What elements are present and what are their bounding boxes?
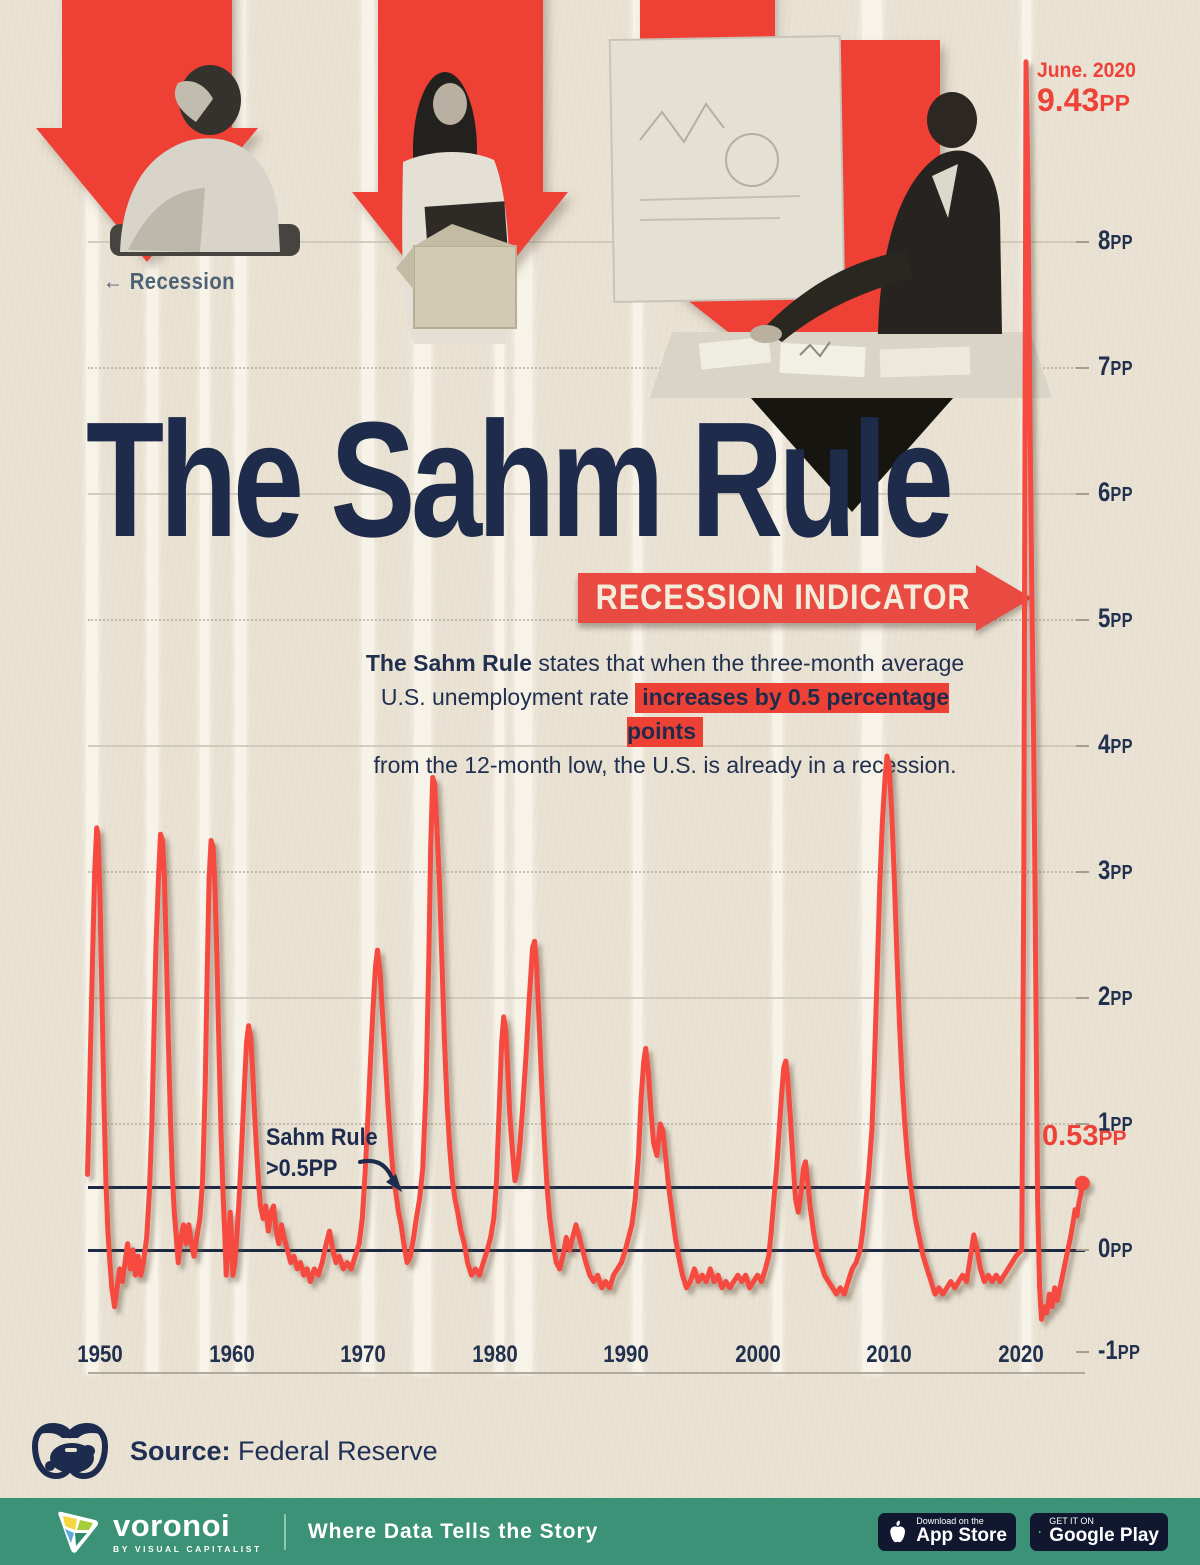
source-value: Federal Reserve	[230, 1435, 438, 1466]
desc-bold-lead: The Sahm Rule	[365, 650, 532, 676]
footer-tagline: Where Data Tells the Story	[307, 1519, 599, 1543]
desc-line1: states that when the three-month average	[532, 650, 965, 676]
footer-bar: voronoi BY VISUAL CAPITALIST Where Data …	[0, 1498, 1200, 1565]
x-axis-label: 1950	[77, 1341, 123, 1368]
threshold-line	[88, 1186, 1085, 1189]
y-axis-tick	[1076, 1351, 1089, 1353]
recession-band	[495, 0, 505, 1373]
binoculars-piggy-icon	[32, 1422, 108, 1480]
x-axis-label: 2010	[866, 1341, 912, 1368]
y-axis-tick	[1076, 619, 1089, 621]
y-axis-label: 4PP	[1098, 729, 1134, 759]
gridline	[88, 745, 1085, 747]
y-axis-tick	[1076, 871, 1089, 873]
y-axis-tick	[1076, 1123, 1089, 1125]
y-axis-tick	[1076, 997, 1089, 999]
threshold-note-line1: Sahm Rule	[266, 1124, 378, 1151]
footer-divider	[283, 1513, 286, 1550]
y-axis-label: 3PP	[1098, 855, 1134, 885]
recession-band	[146, 0, 158, 1373]
google-play-big-text: Google Play	[1049, 1525, 1159, 1547]
app-store-big-text: App Store	[916, 1525, 1007, 1547]
gridline	[88, 241, 1085, 243]
y-axis-label: 0PP	[1098, 1233, 1134, 1263]
y-axis-label: 8PP	[1098, 225, 1134, 255]
y-axis-label: 2PP	[1098, 981, 1134, 1011]
y-axis-label: 5PP	[1098, 603, 1134, 633]
peak-value-label: 9.43	[1037, 82, 1100, 119]
recession-band	[235, 0, 247, 1373]
y-axis-tick	[1076, 745, 1089, 747]
y-axis-label: 6PP	[1098, 477, 1134, 507]
google-play-icon	[1039, 1530, 1042, 1533]
peak-unit-label: PP	[1099, 90, 1130, 117]
latest-value-dot	[1074, 1175, 1090, 1191]
voronoi-logo-icon	[58, 1511, 99, 1553]
gridline-dotted	[88, 871, 1085, 873]
current-unit-label: PP	[1098, 1127, 1127, 1150]
gridline	[88, 997, 1085, 999]
banner-label: RECESSION INDICATOR	[595, 578, 971, 617]
x-axis-label: 1990	[603, 1341, 649, 1368]
brand-subtitle: BY VISUAL CAPITALIST	[113, 1543, 262, 1554]
current-value-annotation: 0.53PP	[1042, 1120, 1126, 1153]
peak-date-label: June. 2020	[1037, 59, 1136, 82]
y-axis-label: -1PP	[1098, 1335, 1141, 1365]
y-axis-tick	[1076, 493, 1089, 495]
x-axis-label: 1980	[471, 1341, 518, 1368]
x-axis-line	[88, 1372, 1085, 1374]
y-axis-tick	[1076, 241, 1089, 243]
threshold-annotation: Sahm Rule >0.5PP	[266, 1122, 390, 1184]
photo-woman-with-box	[396, 72, 517, 344]
photo-despairing-man	[110, 65, 300, 256]
x-axis-label: 2000	[734, 1341, 781, 1368]
recession-collage-art	[36, 0, 1052, 512]
app-store-badge[interactable]: Download on the App Store	[878, 1512, 1016, 1551]
desc-line2-prefix: U.S. unemployment rate	[380, 684, 636, 710]
recession-band	[85, 0, 98, 1373]
brand-name: voronoi	[113, 1507, 231, 1543]
x-axis-label: 1960	[208, 1341, 255, 1368]
gridline-dotted	[88, 367, 1085, 369]
source-label: Source:	[130, 1435, 231, 1466]
y-axis-tick	[1076, 367, 1089, 369]
recession-band	[362, 0, 375, 1373]
voronoi-brand[interactable]: voronoi BY VISUAL CAPITALIST	[55, 1510, 262, 1554]
down-arrow-icon	[36, 0, 258, 262]
app-store-small-text: Download on the	[916, 1515, 984, 1526]
gridline-dotted	[88, 1123, 1085, 1125]
current-value-label: 0.53	[1042, 1120, 1099, 1152]
gridline	[88, 493, 1085, 495]
google-play-small-text: GET IT ON	[1049, 1515, 1094, 1526]
y-axis-label: 1PP	[1098, 1107, 1134, 1137]
photo-man-at-desk	[608, 34, 1052, 512]
google-play-badge[interactable]: GET IT ON Google Play	[1030, 1512, 1168, 1551]
x-axis-label: 1970	[340, 1341, 386, 1368]
sahm-indicator-line	[85, 59, 1085, 1322]
source-row: Source: Federal Reserve	[32, 1412, 438, 1490]
zero-line	[88, 1249, 1085, 1252]
x-axis-label: 2020	[997, 1341, 1044, 1368]
source-text: Source: Federal Reserve	[130, 1436, 438, 1467]
peak-annotation: June. 2020 9.43PP	[1037, 59, 1144, 119]
curved-arrow-icon	[358, 1159, 402, 1192]
recession-band-tag: ← Recession	[103, 268, 235, 294]
threshold-note-line2: >0.5PP	[266, 1155, 338, 1183]
recession-band	[200, 0, 210, 1373]
page-title: The Sahm Rule	[86, 388, 954, 571]
desc-line3: from the 12-month low, the U.S. is alrea…	[373, 752, 957, 778]
y-axis-tick	[1076, 1249, 1089, 1251]
y-axis-label: 7PP	[1098, 351, 1134, 381]
apple-icon	[890, 1519, 905, 1542]
description-text: The Sahm Rule states that when the three…	[340, 646, 990, 782]
